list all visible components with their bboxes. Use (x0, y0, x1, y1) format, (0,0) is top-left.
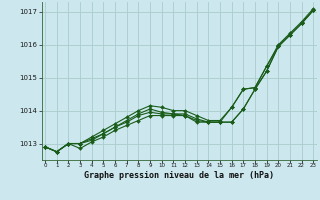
X-axis label: Graphe pression niveau de la mer (hPa): Graphe pression niveau de la mer (hPa) (84, 171, 274, 180)
